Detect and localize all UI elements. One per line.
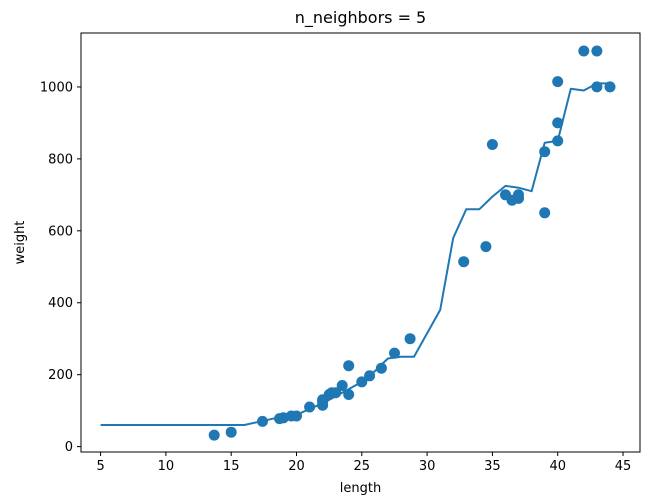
data-point — [539, 207, 551, 219]
y-tick-label: 600 — [48, 224, 73, 239]
y-tick-label: 400 — [48, 296, 73, 311]
data-point — [208, 429, 220, 441]
data-point — [336, 380, 348, 391]
x-tick-label: 30 — [419, 459, 436, 474]
data-point — [343, 360, 355, 372]
data-point — [291, 410, 302, 422]
series-layer — [100, 45, 616, 441]
x-tick-label: 45 — [615, 459, 632, 474]
data-point — [486, 139, 498, 150]
data-point — [343, 389, 355, 400]
data-point — [356, 376, 368, 388]
data-point — [330, 387, 342, 399]
data-point — [552, 76, 564, 88]
y-tick-label: 0 — [65, 440, 73, 455]
data-point — [458, 256, 470, 268]
prediction-line — [100, 82, 610, 426]
data-point — [578, 45, 590, 57]
x-tick-label: 20 — [288, 459, 305, 474]
data-point — [364, 370, 376, 382]
data-point — [552, 117, 564, 129]
x-tick-label: 40 — [549, 459, 566, 474]
x-tick-label: 35 — [484, 459, 501, 474]
data-point — [591, 81, 603, 93]
x-axis-label: length — [340, 481, 381, 496]
axis-ticks: 5 10 15 20 25 30 35 40 45 0 200 400 600 800 1000 — [40, 80, 631, 474]
y-tick-label: 1000 — [40, 80, 73, 95]
data-point — [604, 81, 616, 93]
data-point — [225, 426, 237, 438]
data-point — [539, 146, 551, 158]
data-point — [513, 189, 524, 201]
data-point — [404, 333, 416, 345]
x-tick-label: 5 — [96, 459, 104, 474]
data-point — [480, 241, 492, 253]
y-axis-label: weight — [13, 221, 28, 265]
y-tick-label: 800 — [48, 152, 73, 167]
data-point — [375, 362, 387, 374]
data-point — [552, 135, 564, 147]
x-tick-label: 25 — [354, 459, 371, 474]
data-point — [257, 415, 268, 427]
data-point — [304, 401, 316, 413]
x-tick-label: 10 — [158, 459, 175, 474]
x-tick-label: 15 — [223, 459, 240, 474]
y-tick-label: 200 — [48, 368, 73, 383]
data-point — [591, 45, 603, 57]
chart-title: n_neighbors = 5 — [295, 8, 426, 28]
plot-area — [80, 32, 641, 453]
data-point — [389, 347, 400, 359]
